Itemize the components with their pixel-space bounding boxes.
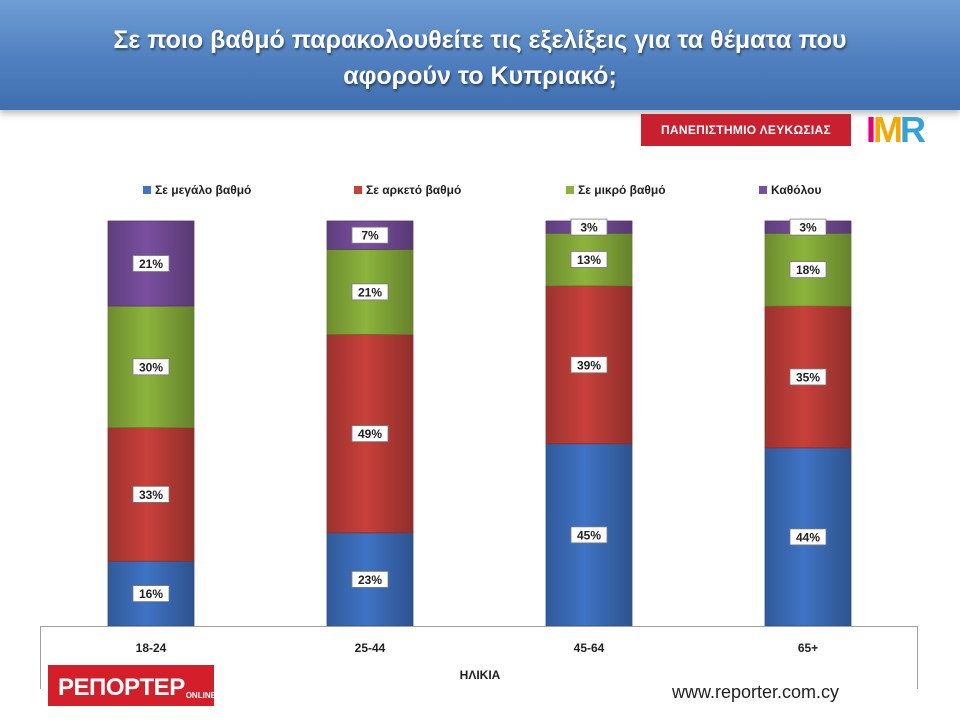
x-tick-labels-layer: 18-24 25-44 45-64 65+: [136, 641, 819, 655]
data-label-18-24-series-2: 30%: [139, 360, 163, 374]
data-label-box-45-64-series-3: [570, 218, 608, 236]
data-label-65+-series-0: 44%: [796, 530, 820, 544]
legend-label-1: Σε αρκετό βαθμό: [366, 183, 462, 197]
data-label-45-64-series-2: 13%: [577, 253, 601, 267]
data-label-box-25-44-series-0: [351, 571, 389, 588]
data-label-25-44-series-1: 49%: [358, 427, 382, 441]
data-label-65+-series-1: 35%: [796, 370, 820, 384]
data-label-45-64-series-3: 3%: [580, 221, 598, 235]
reporter-logo: ΡΕΠΟΡΤΕΡ ONLINE: [48, 665, 216, 706]
x-axis-label: ΗΛΙΚΙΑ: [459, 668, 501, 682]
data-label-25-44-series-3: 7%: [361, 229, 379, 243]
data-label-18-24-series-3: 21%: [139, 257, 163, 271]
data-label-box-18-24-series-0: [132, 585, 170, 602]
data-label-box-65+-series-1: [789, 368, 827, 386]
bars-layer: [107, 220, 852, 627]
data-label-box-25-44-series-1: [351, 425, 389, 443]
legend-label-0: Σε μεγάλο βαθμό: [155, 183, 252, 197]
x-tick-label-45-64: 45-64: [574, 641, 605, 655]
data-labels-layer: 16% 33% 30% 21% 23% 49% 21% 7% 45% 39% 13% 3% 44% 35%…: [132, 218, 827, 602]
data-label-box-45-64-series-0: [570, 526, 608, 544]
data-label-box-18-24-series-1: [132, 485, 170, 503]
data-label-box-65+-series-2: [789, 261, 827, 279]
data-label-box-45-64-series-2: [570, 251, 608, 268]
imr-logo-r: R: [900, 109, 926, 150]
legend-swatch-3: [759, 186, 767, 194]
data-label-box-18-24-series-2: [132, 358, 170, 376]
data-label-45-64-series-1: 39%: [577, 358, 601, 372]
x-tick-label-25-44: 25-44: [355, 641, 386, 655]
data-label-box-18-24-series-3: [132, 255, 170, 272]
data-label-25-44-series-0: 23%: [358, 573, 382, 587]
legend-item-2: Σε μικρό βαθμό: [566, 183, 666, 197]
page-title: Σε ποιο βαθμό παρακολουθείτε τις εξελίξε…: [113, 26, 847, 90]
university-badge: ΠΑΝΕΠΙΣΤΗΜΙΟ ΛΕΥΚΩΣΙΑΣ: [641, 114, 851, 146]
legend-label-2: Σε μικρό βαθμό: [578, 183, 666, 197]
legend-swatch-2: [566, 186, 574, 194]
data-label-box-25-44-series-2: [351, 283, 389, 301]
data-label-box-25-44-series-3: [351, 226, 389, 244]
x-tick-label-65+: 65+: [798, 641, 818, 655]
imr-logo-m: M: [873, 109, 903, 150]
legend-swatch-0: [143, 186, 151, 194]
data-label-18-24-series-0: 16%: [139, 587, 163, 601]
data-label-25-44-series-2: 21%: [358, 285, 382, 299]
reporter-logo-sub: ONLINE: [185, 691, 216, 700]
legend-label-3: Καθόλου: [771, 183, 822, 197]
legend-item-0: Σε μεγάλο βαθμό: [143, 183, 251, 197]
data-label-65+-series-2: 18%: [796, 263, 820, 277]
website-url: www.reporter.com.cy: [672, 682, 840, 702]
title-banner: Σε ποιο βαθμό παρακολουθείτε τις εξελίξε…: [0, 0, 960, 110]
data-label-65+-series-3: 3%: [799, 221, 817, 235]
imr-logo: IMR: [866, 110, 946, 150]
data-label-45-64-series-0: 45%: [577, 528, 601, 542]
imr-logo-i: I: [866, 109, 876, 150]
x-axis-frame: [40, 626, 918, 689]
data-label-box-65+-series-3: [789, 218, 827, 236]
x-tick-label-18-24: 18-24: [136, 641, 167, 655]
chart-legend: Σε μεγάλο βαθμό Σε αρκετό βαθμό Σε μικρό β…: [0, 183, 960, 203]
data-label-box-65+-series-0: [789, 528, 827, 546]
reporter-logo-main: ΡΕΠΟΡΤΕΡ: [58, 674, 185, 701]
data-label-18-24-series-1: 33%: [139, 488, 163, 502]
legend-item-1: Σε αρκετό βαθμό: [354, 183, 461, 197]
data-label-box-45-64-series-1: [570, 356, 608, 374]
legend-item-3: Καθόλου: [759, 183, 821, 197]
legend-swatch-1: [354, 186, 362, 194]
